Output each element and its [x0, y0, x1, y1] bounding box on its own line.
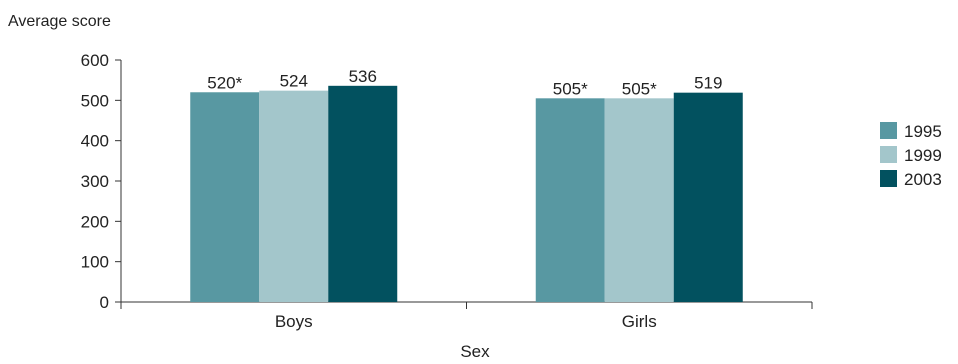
y-tick-label: 500	[81, 91, 109, 110]
data-label: 519	[694, 74, 722, 93]
bar-1999-boys	[259, 90, 329, 302]
y-tick-label: 100	[81, 253, 109, 272]
bars: 520* 524 536 505* 505* 519	[190, 67, 743, 303]
legend-swatch-2003	[880, 170, 897, 187]
y-tick-label: 400	[81, 132, 109, 151]
x-category-label: Boys	[275, 312, 313, 331]
x-axis-categories: Boys Girls	[120, 302, 813, 331]
data-label: 505*	[622, 79, 657, 98]
bar-1999-girls	[604, 98, 674, 302]
legend-swatch-1999	[880, 146, 897, 163]
y-axis-ticks: 0 100 200 300 400 500 600	[81, 51, 121, 312]
x-category-label: Girls	[622, 312, 657, 331]
bar-2003-boys	[328, 85, 398, 303]
legend: 1995 1999 2003	[880, 122, 942, 189]
data-label: 536	[349, 67, 377, 86]
bar-2003-girls	[673, 92, 743, 302]
data-label: 505*	[553, 79, 588, 98]
bar-1995-girls	[535, 98, 605, 302]
legend-label: 2003	[904, 170, 942, 189]
data-label: 520*	[207, 73, 242, 92]
y-tick-label: 300	[81, 172, 109, 191]
bar-1995-boys	[190, 92, 260, 303]
y-tick-label: 0	[100, 293, 109, 312]
y-tick-label: 600	[81, 51, 109, 70]
y-axis-title: Average score	[8, 13, 111, 30]
legend-label: 1995	[904, 122, 942, 141]
x-axis-title: Sex	[460, 342, 490, 361]
data-label: 524	[280, 72, 308, 91]
legend-label: 1999	[904, 146, 942, 165]
legend-swatch-1995	[880, 122, 897, 139]
y-tick-label: 200	[81, 212, 109, 231]
